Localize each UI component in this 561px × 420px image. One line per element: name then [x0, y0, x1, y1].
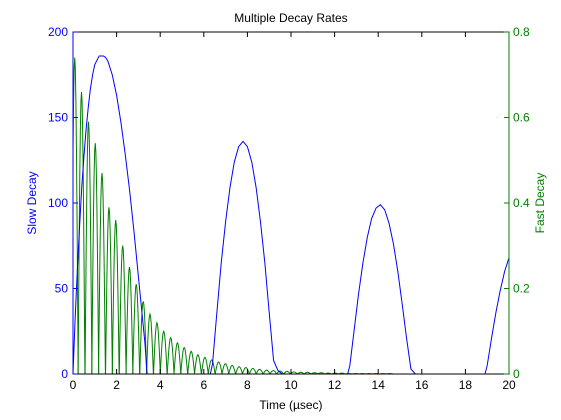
x-tick-label: 6 [200, 378, 207, 392]
fast-decay-hump [180, 346, 189, 375]
left-y-tick-label: 50 [55, 282, 69, 296]
fast-decay-hump [187, 350, 196, 375]
fast-decay-hump [248, 367, 257, 375]
x-tick-label: 18 [459, 378, 473, 392]
left-y-tick-label: 0 [61, 367, 68, 381]
fast-decay-hump [255, 368, 264, 375]
fast-decay-hump [111, 220, 120, 375]
fast-decay-hump [166, 336, 175, 375]
fast-decay-hump [132, 284, 141, 375]
fast-decay-hump [98, 173, 106, 375]
fast-decay-hump [146, 312, 154, 375]
x-axis-label: Time (µsec) [259, 398, 322, 412]
fast-decay-hump [159, 329, 168, 375]
fast-decay-hump [214, 361, 223, 375]
right-y-tick-label: 0.2 [513, 282, 530, 296]
x-tick-label: 8 [244, 378, 251, 392]
right-y-tick-label: 0 [513, 367, 520, 381]
fast-decay-hump [91, 143, 100, 375]
ticks-layer: 0 2 4 6 8 10 12 14 16 18 2005010015020000.20.40.60… [48, 25, 530, 392]
fast-decay-hump [139, 301, 148, 375]
fast-decay-hump [317, 372, 325, 375]
x-tick-label: 2 [113, 378, 120, 392]
fast-decay-hump [118, 245, 127, 375]
left-y-tick-label: 150 [48, 111, 68, 125]
x-tick-label: 10 [284, 378, 298, 392]
fast-decay-hump [207, 359, 216, 375]
fast-decay-hump [221, 363, 230, 375]
fast-decay-hump [125, 267, 134, 375]
x-tick-label: 0 [70, 378, 77, 392]
fast-decay-hump [84, 121, 93, 375]
fast-decay-hump [235, 366, 244, 375]
right-y-tick-label: 0.8 [513, 25, 530, 39]
fast-decay-hump [153, 321, 161, 375]
fast-decay-hump [290, 371, 298, 375]
fast-decay-hump [310, 372, 319, 375]
fast-decay-hump [297, 371, 305, 375]
left-y-tick-label: 200 [48, 25, 68, 39]
x-tick-label: 14 [372, 378, 386, 392]
fast-decay-hump [283, 370, 291, 375]
fast-decay-hump [173, 341, 182, 375]
right-y-tick-label: 0.4 [513, 196, 530, 210]
left-y-axis-label: Slow Decay [25, 171, 39, 234]
series-layer [72, 55, 510, 375]
fast-decay-hump [241, 367, 250, 375]
x-tick-label: 20 [502, 378, 516, 392]
fast-decay-hump [269, 370, 278, 375]
fast-decay-hump [193, 353, 202, 375]
x-tick-label: 12 [328, 378, 342, 392]
chart-title: Multiple Decay Rates [234, 11, 347, 25]
left-y-tick-label: 100 [48, 196, 68, 210]
fast-decay-hump [276, 370, 284, 375]
fast-decay-hump [228, 364, 237, 375]
right-y-tick-label: 0.6 [513, 111, 530, 125]
slow-decay-line [72, 55, 510, 375]
fast-decay-hump [262, 369, 271, 375]
right-y-axis-label: Fast Decay [533, 173, 547, 234]
x-tick-label: 4 [157, 378, 164, 392]
fast-decay-series [72, 57, 510, 375]
fast-decay-hump [200, 356, 209, 375]
fast-decay-hump [105, 207, 113, 375]
fast-decay-hump [303, 371, 312, 375]
x-tick-label: 16 [415, 378, 429, 392]
